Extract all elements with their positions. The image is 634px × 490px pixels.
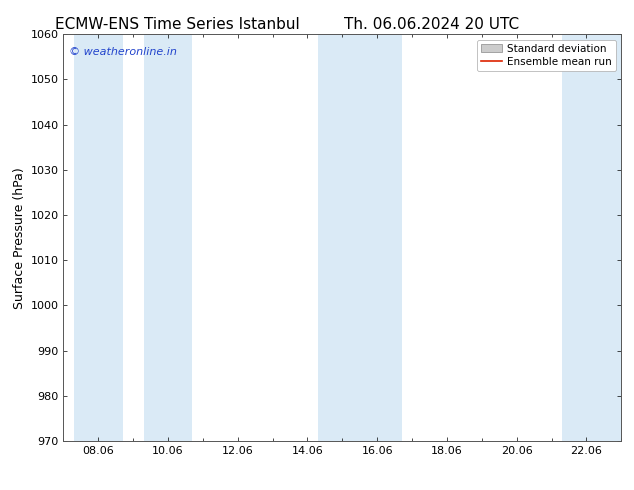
Bar bbox=[562, 34, 621, 441]
Bar bbox=[318, 34, 402, 441]
Text: Th. 06.06.2024 20 UTC: Th. 06.06.2024 20 UTC bbox=[344, 17, 519, 32]
Legend: Standard deviation, Ensemble mean run: Standard deviation, Ensemble mean run bbox=[477, 40, 616, 71]
Text: ECMW-ENS Time Series Istanbul: ECMW-ENS Time Series Istanbul bbox=[55, 17, 300, 32]
Title: ECMW-ENS Time Series Istanbul      Th. 06.06.2024 20 UTC: ECMW-ENS Time Series Istanbul Th. 06.06.… bbox=[0, 489, 1, 490]
Text: © weatheronline.in: © weatheronline.in bbox=[69, 47, 177, 56]
Bar bbox=[144, 34, 192, 441]
Y-axis label: Surface Pressure (hPa): Surface Pressure (hPa) bbox=[13, 167, 26, 309]
Bar bbox=[74, 34, 123, 441]
